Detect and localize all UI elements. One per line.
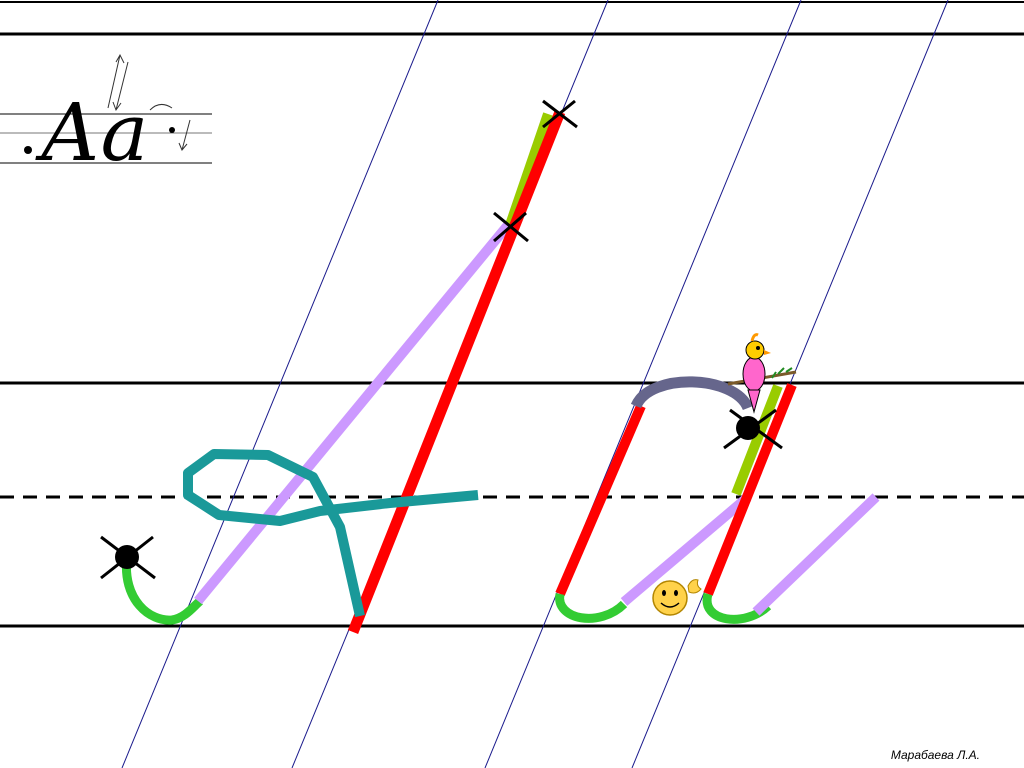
sample-arrow-icon bbox=[178, 119, 191, 151]
cross-mark-icon bbox=[493, 211, 529, 243]
sample-arrow-icon bbox=[149, 104, 173, 111]
main-stroke bbox=[555, 404, 646, 596]
main-stroke bbox=[703, 383, 797, 596]
sample-arrow-icon bbox=[107, 53, 125, 109]
bird-icon bbox=[727, 333, 797, 414]
sample-arrow-icon bbox=[112, 61, 129, 112]
capital-letter-a bbox=[100, 99, 578, 635]
sample-letters-text: Аа bbox=[35, 86, 148, 179]
slant-line bbox=[484, 0, 802, 768]
connector-stroke bbox=[194, 221, 512, 605]
loop-stroke bbox=[183, 449, 479, 618]
start-stroke bbox=[505, 112, 553, 227]
cross-mark-icon bbox=[542, 99, 578, 129]
connector-stroke bbox=[620, 493, 752, 606]
sample-letters-panel: Аа bbox=[0, 53, 212, 179]
arc-stroke bbox=[630, 376, 754, 411]
cross-mark-icon bbox=[100, 535, 156, 580]
smiley-icon bbox=[652, 579, 702, 616]
slant-line bbox=[631, 0, 949, 768]
hook-stroke bbox=[555, 593, 628, 623]
ruling-lines bbox=[0, 1, 1024, 628]
start-stroke bbox=[731, 384, 783, 496]
slant-line bbox=[121, 0, 439, 768]
sample-start-dot bbox=[24, 146, 32, 154]
sample-start-dot bbox=[169, 127, 175, 133]
connector-stroke bbox=[752, 493, 880, 616]
cross-mark-icon bbox=[723, 408, 783, 450]
small-letter-a bbox=[555, 376, 880, 624]
main-stroke bbox=[347, 109, 566, 635]
hook-stroke bbox=[121, 556, 204, 625]
author-credit: Марабаева Л.А. bbox=[890, 748, 980, 762]
